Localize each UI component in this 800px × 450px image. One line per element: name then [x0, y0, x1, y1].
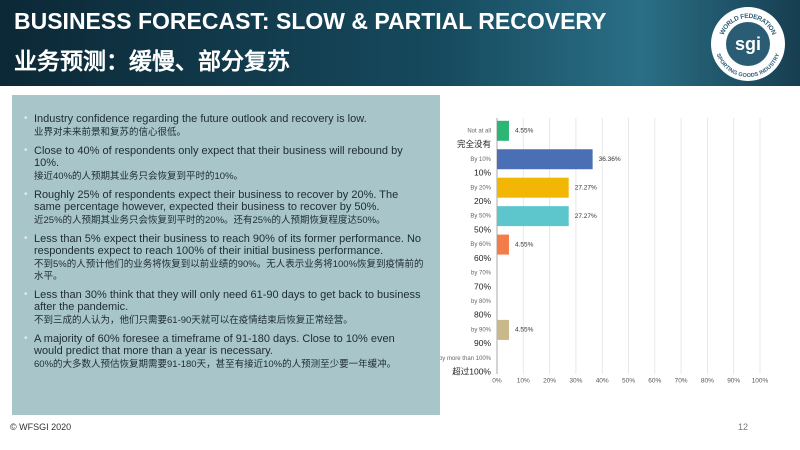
- y-tick-label: by 70%: [471, 271, 492, 277]
- x-tick-label: 80%: [701, 378, 714, 385]
- bar: [497, 149, 593, 170]
- x-tick-label: 90%: [727, 378, 740, 385]
- y-tick-label-zh: 超过100%: [452, 367, 491, 377]
- y-tick-label-zh: 70%: [474, 281, 491, 291]
- logo: WORLD FEDERATION SPORTING GOODS INDUSTRY…: [711, 7, 785, 81]
- bullet-zh: 业界对未来前景和复苏的信心很低。: [34, 127, 187, 138]
- x-tick-label: 60%: [648, 378, 661, 385]
- bullet-zh: 不到5%的人预计他们的业务将恢复到以前业绩的90%。无人表示业务将100%恢复到…: [34, 259, 424, 282]
- bullet: A majority of 60% foresee a timeframe of…: [24, 333, 426, 371]
- x-tick-label: 10%: [517, 378, 530, 385]
- bullet-zh: 接近40%的人预期其业务只会恢复到平时的10%。: [34, 171, 244, 182]
- bar: [497, 120, 509, 141]
- value-label: 36.36%: [599, 156, 621, 163]
- x-tick-label: 30%: [569, 378, 582, 385]
- bar: [497, 319, 509, 340]
- y-tick-label-zh: 20%: [474, 196, 491, 206]
- bullet: Roughly 25% of respondents expect their …: [24, 189, 426, 227]
- subtitle: 业务预测：缓慢、部分复苏: [14, 48, 290, 74]
- bullet-en: Less than 30% think that they will only …: [34, 289, 421, 313]
- bar: [497, 206, 569, 227]
- x-tick-label: 0%: [492, 378, 502, 385]
- bullet: Less than 30% think that they will only …: [24, 289, 426, 327]
- bar: [497, 234, 509, 255]
- chart: 0% 10% 20% 30% 40% 50% 60% 70% 80% 90% 100% Not at …: [440, 118, 769, 385]
- bullet: Industry confidence regarding the future…: [24, 113, 426, 139]
- y-tick-label-zh: 完全没有: [457, 139, 491, 149]
- bullet-zh: 不到三成的人认为，他们只需要61-90天就可以在疫情结束后恢复正常经营。: [34, 315, 353, 326]
- y-tick-label: by 80%: [471, 299, 492, 305]
- header: BUSINESS FORECAST: SLOW & PARTIAL RECOVE…: [0, 0, 800, 86]
- x-tick-label: 40%: [596, 378, 609, 385]
- y-tick-label: By 10%: [470, 157, 491, 163]
- bullet-zh: 近25%的人预期其业务只会恢复到平时的20%。还有25%的人预期恢复程度达50%…: [34, 215, 386, 226]
- y-tick-label: by 90%: [471, 327, 492, 333]
- text-panel: Industry confidence regarding the future…: [12, 95, 440, 415]
- x-tick-label: 20%: [543, 378, 556, 385]
- y-tick-label-zh: 50%: [474, 224, 491, 234]
- y-tick-label: Not at all: [467, 128, 491, 134]
- y-tick-label: By 60%: [470, 242, 491, 248]
- value-label: 4.55%: [515, 241, 534, 248]
- y-tick-label: By 50%: [470, 214, 491, 220]
- value-label: 4.55%: [515, 128, 534, 135]
- y-tick-label-zh: 80%: [474, 310, 491, 320]
- x-tick-label: 70%: [675, 378, 688, 385]
- bullet-en: Less than 5% expect their business to re…: [34, 233, 422, 257]
- bullet-en: Roughly 25% of respondents expect their …: [34, 189, 399, 213]
- page-number: 12: [738, 422, 749, 432]
- bullet: Close to 40% of respondents only expect …: [24, 145, 426, 183]
- value-label: 27.27%: [575, 213, 597, 220]
- x-tick-label: 50%: [622, 378, 635, 385]
- bar: [497, 177, 569, 198]
- bullet-en: A majority of 60% foresee a timeframe of…: [34, 333, 395, 357]
- value-label: 27.27%: [575, 184, 597, 191]
- bullet: Less than 5% expect their business to re…: [24, 233, 426, 283]
- y-tick-label: by more than 100%: [440, 356, 492, 362]
- y-tick-label: By 20%: [470, 185, 491, 191]
- logo-core: [726, 22, 770, 66]
- title: BUSINESS FORECAST: SLOW & PARTIAL RECOVE…: [14, 8, 607, 34]
- x-tick-label: 100%: [752, 378, 769, 385]
- y-tick-label-zh: 90%: [474, 338, 491, 348]
- logo-text: sgi: [735, 34, 761, 54]
- y-tick-label-zh: 10%: [474, 167, 491, 177]
- bullet-en: Industry confidence regarding the future…: [34, 113, 367, 125]
- copyright: © WFSGI 2020: [10, 422, 72, 432]
- bullet-en: Close to 40% of respondents only expect …: [34, 145, 403, 169]
- bullet-zh: 60%的大多数人预估恢复期需要91-180天，甚至有接近10%的人预测至少要一年…: [34, 359, 397, 370]
- y-tick-label-zh: 60%: [474, 253, 491, 263]
- value-label: 4.55%: [515, 327, 534, 334]
